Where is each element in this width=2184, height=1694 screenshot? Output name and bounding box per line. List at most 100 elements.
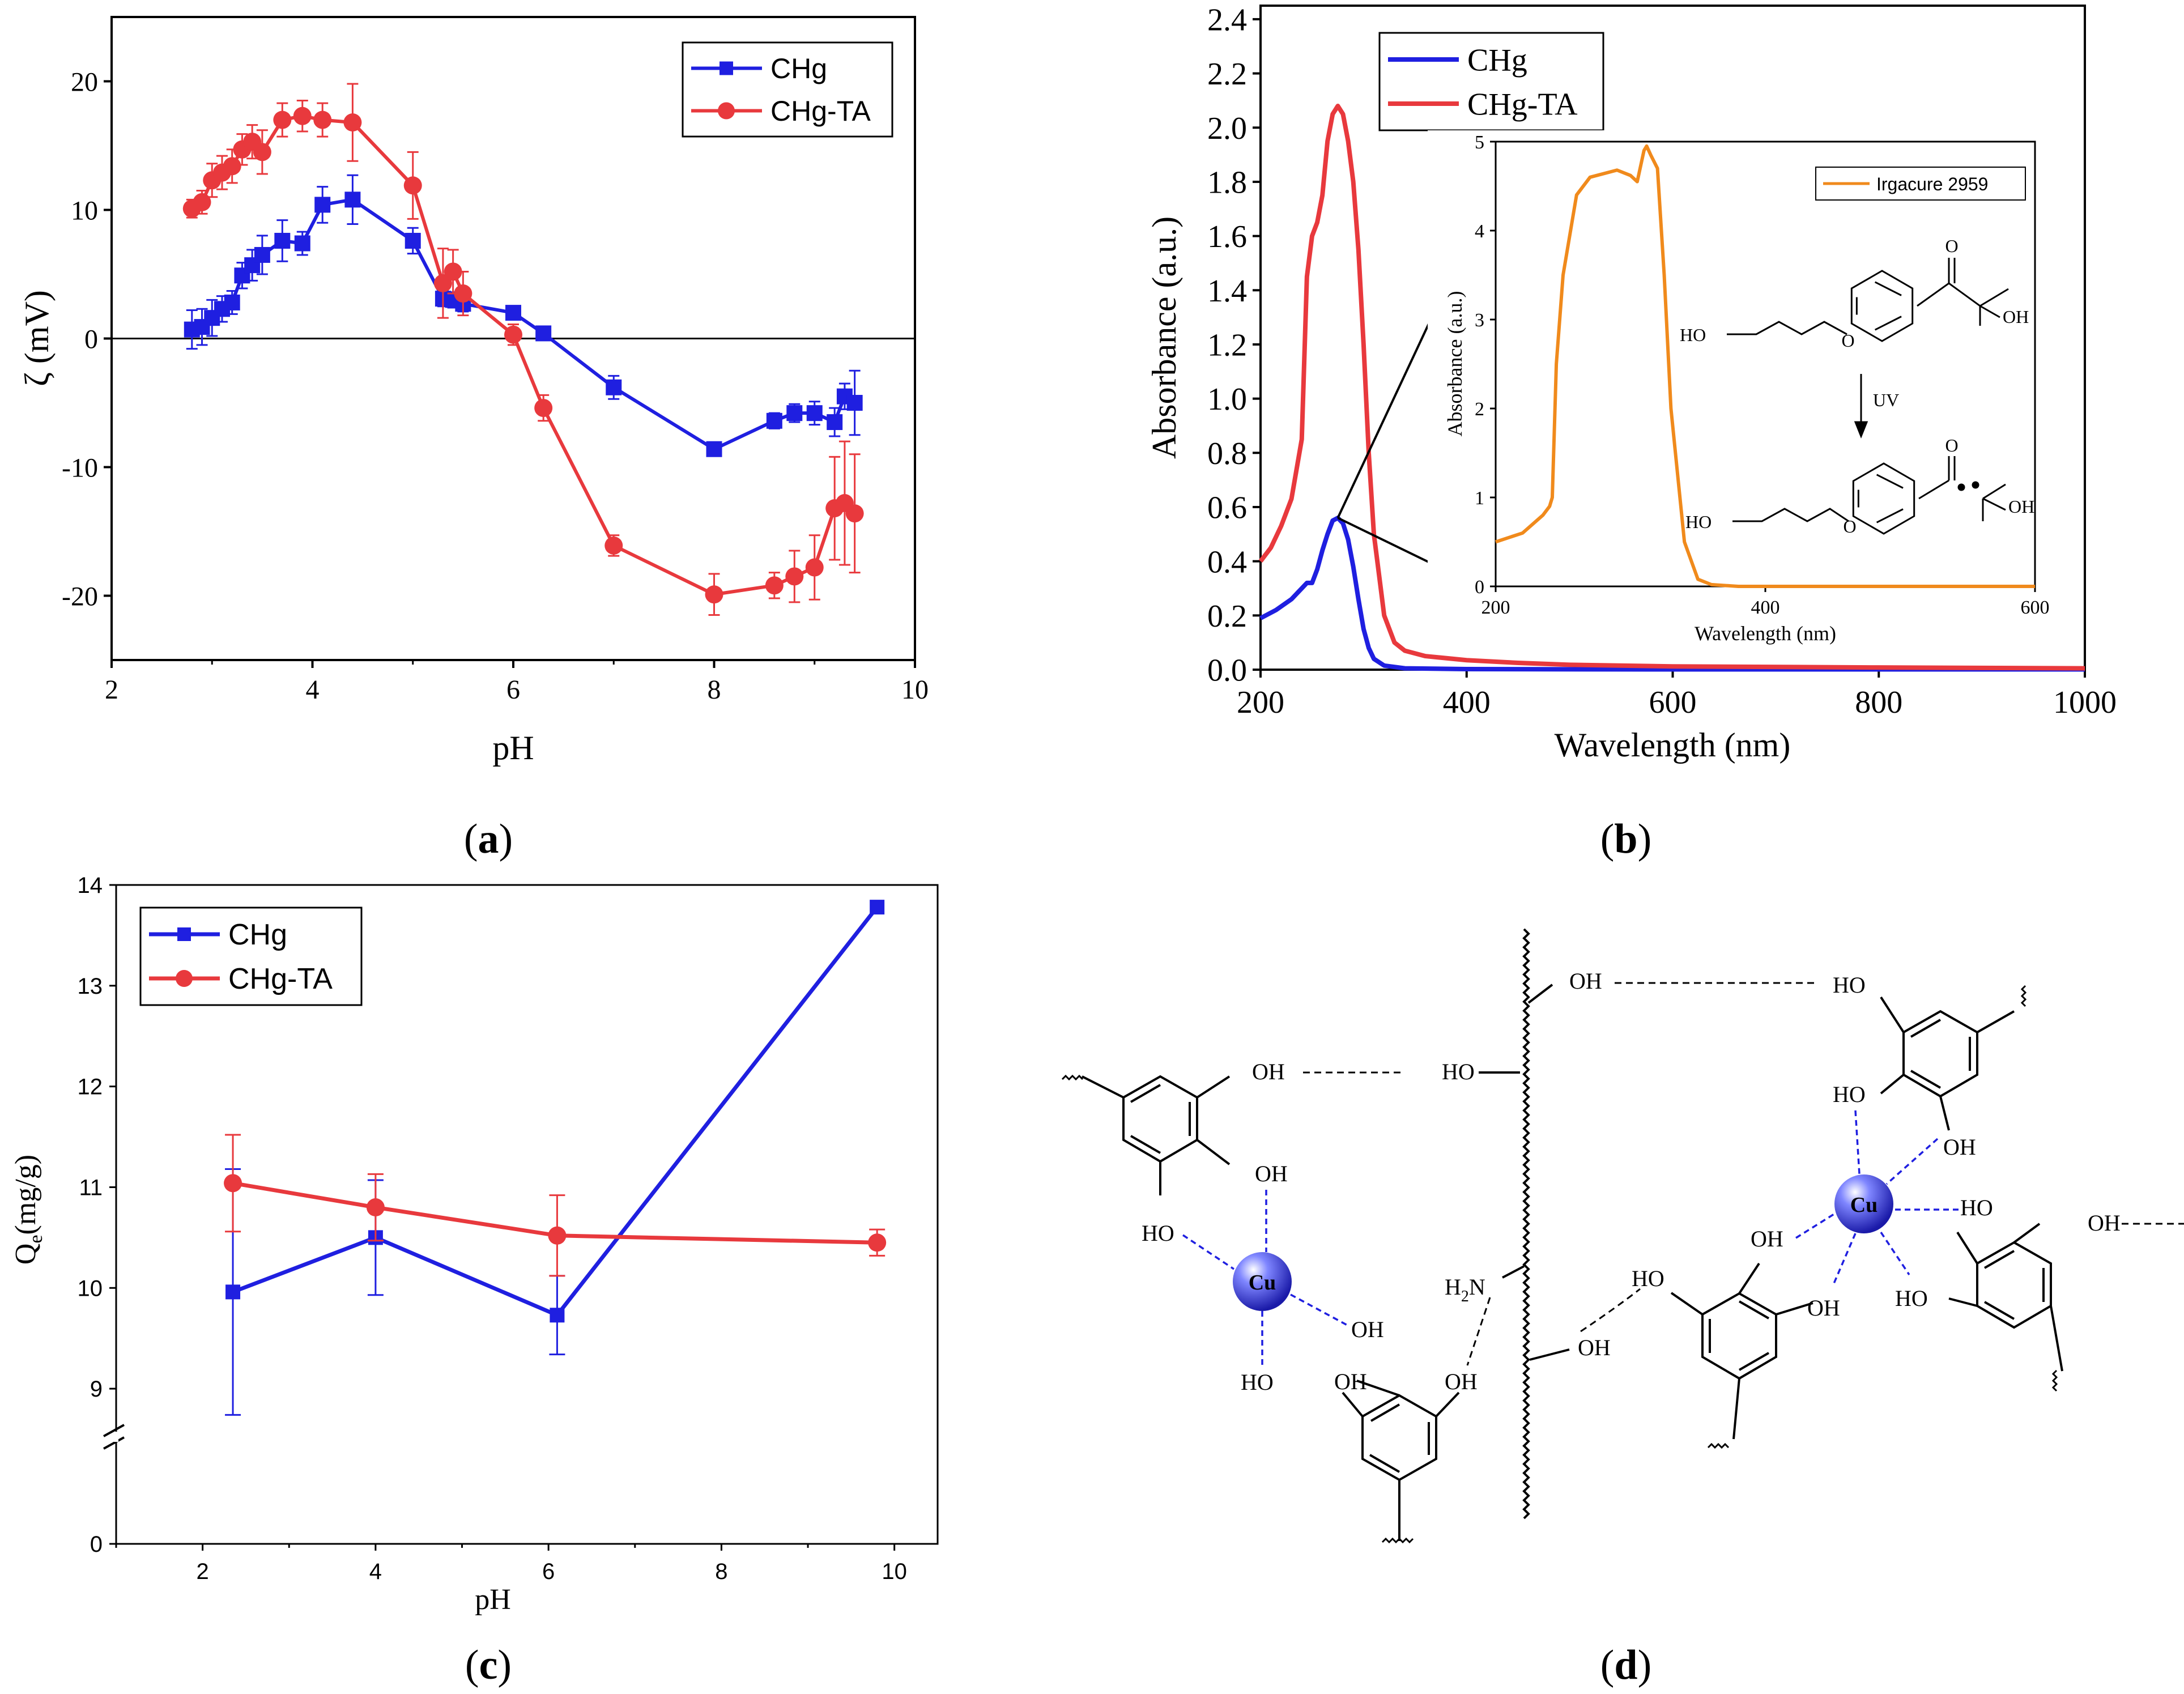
x-tick-label: 600 [1649, 685, 1697, 720]
data-point [344, 191, 361, 208]
data-point [548, 1226, 567, 1245]
scheme-label: O [1945, 435, 1958, 456]
y-axis-label: Qe(mg/g) [10, 1155, 46, 1265]
irgacure-inset-chart: 200 400 600 0 1 2 3 4 5 Irgacure 2959 Wavelength (… [1428, 130, 2050, 645]
x-tick-label: 8 [708, 675, 721, 705]
diagram-label: HO [1142, 1220, 1174, 1246]
data-point [454, 284, 472, 303]
y-tick-label: 0.6 [1207, 491, 1247, 526]
data-point [870, 900, 885, 915]
cu-label: Cu [1249, 1271, 1276, 1295]
y-tick-label: 14 [78, 873, 103, 898]
reaction-scheme [1727, 258, 2009, 535]
y-tick-label: 2.4 [1207, 3, 1247, 38]
data-point [224, 294, 240, 310]
data-point [786, 405, 803, 422]
scheme-label: HO [1685, 512, 1712, 532]
x-tick-label: 400 [1751, 597, 1780, 618]
diagram-label: H2N [1445, 1274, 1485, 1305]
data-point [313, 110, 332, 129]
data-point [405, 232, 421, 249]
diagram-label: HO [1833, 972, 1866, 998]
data-point [806, 405, 823, 422]
legend-marker [718, 102, 735, 120]
axis-break-mark [103, 1436, 125, 1450]
legend-box [139, 906, 363, 1006]
panel-label-c: (c) [465, 1642, 512, 1688]
x-tick-label: 4 [306, 675, 320, 705]
double-bond [1876, 474, 1904, 489]
series-line-Irgacure 2959 [1495, 144, 2035, 588]
x-tick-label: 1000 [2053, 685, 2117, 720]
radical-dot [1972, 481, 1979, 489]
x-tick-label: 200 [1237, 685, 1284, 720]
y-tick-label: 0.8 [1207, 436, 1247, 471]
data-point [845, 504, 864, 523]
y-tick-label: 1.4 [1207, 274, 1247, 309]
data-point [224, 1174, 242, 1193]
legend-marker [176, 970, 193, 987]
scheme-label: HO [1680, 325, 1706, 345]
x-tick-label: 600 [2021, 597, 2050, 618]
plot-frame [115, 884, 939, 1545]
series-line-CHg-TA [232, 1181, 878, 1245]
y-axis-label-sub: e [25, 1235, 46, 1243]
data-point [604, 536, 623, 555]
y-tick-label: 9 [90, 1377, 103, 1402]
copper-ion [1834, 1174, 1893, 1233]
y-tick-label: 12 [78, 1075, 103, 1100]
y-tick-label: 11 [79, 1175, 103, 1200]
y-tick-label: 10 [78, 1276, 103, 1301]
data-point [314, 197, 331, 213]
y-tick-label: 0 [84, 324, 98, 354]
y-tick-label: 0.4 [1207, 544, 1247, 580]
legend-label: CHg [1467, 43, 1527, 78]
data-point [294, 235, 310, 252]
legend-label: CHg-TA [770, 95, 871, 127]
data-point [606, 379, 622, 395]
benzene-ring-right-middle [1701, 1292, 1777, 1380]
diagram-label: HO [1632, 1266, 1664, 1291]
x-axis-label: pH [492, 729, 534, 767]
y-tick-label: 20 [71, 67, 98, 97]
y-tick-label: -20 [62, 581, 98, 611]
data-point [274, 232, 291, 249]
inset-background [1428, 130, 2001, 640]
panel-label-a: (a) [464, 816, 513, 862]
series-line-CHg [191, 198, 856, 451]
x-tick-label: 400 [1443, 685, 1491, 720]
zeta-potential-chart: 2 4 6 8 10 -20 -10 0 10 20 CHg CHg-TA pH ζ (mV) [18, 16, 929, 767]
absorbance-chart: 200 400 600 800 1000 0.0 0.2 0.4 0.6 0.8 1.0 1.2 1.4… [1146, 3, 2117, 764]
series-line-CHg [232, 905, 879, 1317]
x-tick-label: 8 [715, 1559, 727, 1584]
legend-label: CHg [228, 918, 287, 951]
data-point [705, 585, 723, 604]
diagram-label: HO [1833, 1082, 1866, 1107]
y-axis-label-main: Q [10, 1244, 42, 1265]
y-axis-label: Absorbance (a.u.) [1146, 216, 1183, 459]
cu-chelation-diagram: OH HO OH OH OH HO Cu OH HO OH [1061, 928, 2184, 1544]
data-point [550, 1308, 565, 1323]
y-tick-label: 0 [1475, 577, 1484, 598]
hydroxyl-bond [1979, 305, 2000, 318]
axis-break-mark [103, 1424, 125, 1437]
legend-label: CHg [770, 53, 827, 84]
data-point [253, 143, 271, 161]
y-tick-label: 2 [1475, 399, 1484, 420]
ether-chain [1727, 321, 1847, 335]
legend-marker [720, 61, 733, 75]
arrow-head [1854, 421, 1868, 439]
ether-chain [1732, 508, 1849, 522]
y-tick-label: 13 [78, 974, 103, 999]
diagram-label: OH [1943, 1134, 1976, 1160]
adsorption-capacity-chart: 2 4 6 8 10 0 9 10 11 12 13 14 CHg CHg-TA pH Qe(mg/g) [10, 873, 939, 1616]
x-axis-label: pH [475, 1584, 511, 1616]
y-axis-label: Absorbance (a.u.) [1444, 291, 1466, 437]
y-tick-label: 10 [71, 195, 98, 225]
data-point [223, 157, 241, 176]
y-tick-label: 0.2 [1207, 599, 1247, 634]
x-tick-label: 6 [542, 1559, 555, 1584]
wavy-bond [1381, 1537, 1414, 1544]
scheme-label: OH [2003, 307, 2029, 327]
